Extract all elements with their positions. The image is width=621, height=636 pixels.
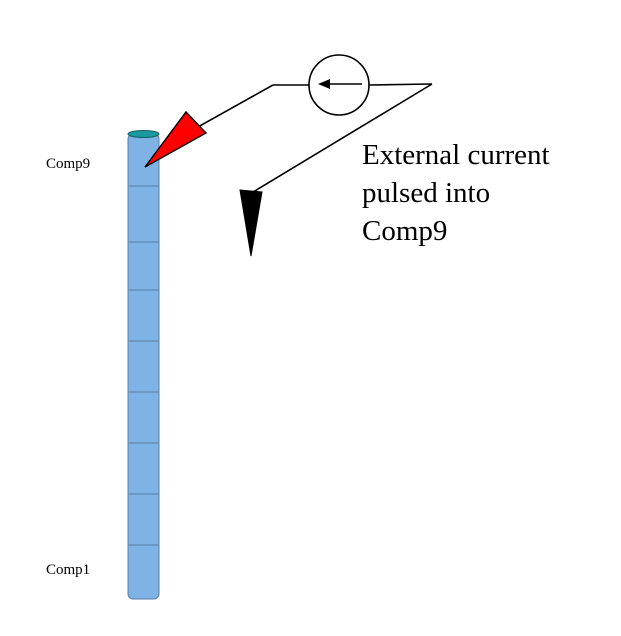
current-source-arrow-left-icon — [308, 54, 370, 116]
compartment-label-top: Comp9 — [46, 156, 91, 172]
cable-body — [127, 133, 160, 600]
cable-top-cap — [127, 130, 160, 138]
compartment-dividers — [128, 185, 159, 546]
caption-text: External current pulsed into Comp9 — [362, 136, 612, 250]
compartment-label-bottom: Comp1 — [46, 562, 91, 578]
current-arrow-head — [318, 79, 330, 89]
wire-to-ground-electrode — [252, 83, 433, 193]
ground-electrode-icon — [239, 189, 263, 257]
caption-line: pulsed into — [362, 177, 491, 209]
neuron-cable — [127, 130, 160, 600]
current-source-circle — [308, 54, 370, 116]
wire-to-source-right — [368, 83, 433, 86]
caption-line: Comp9 — [362, 215, 448, 247]
injection-electrode-icon — [144, 110, 208, 168]
caption-line: External current — [362, 139, 550, 171]
